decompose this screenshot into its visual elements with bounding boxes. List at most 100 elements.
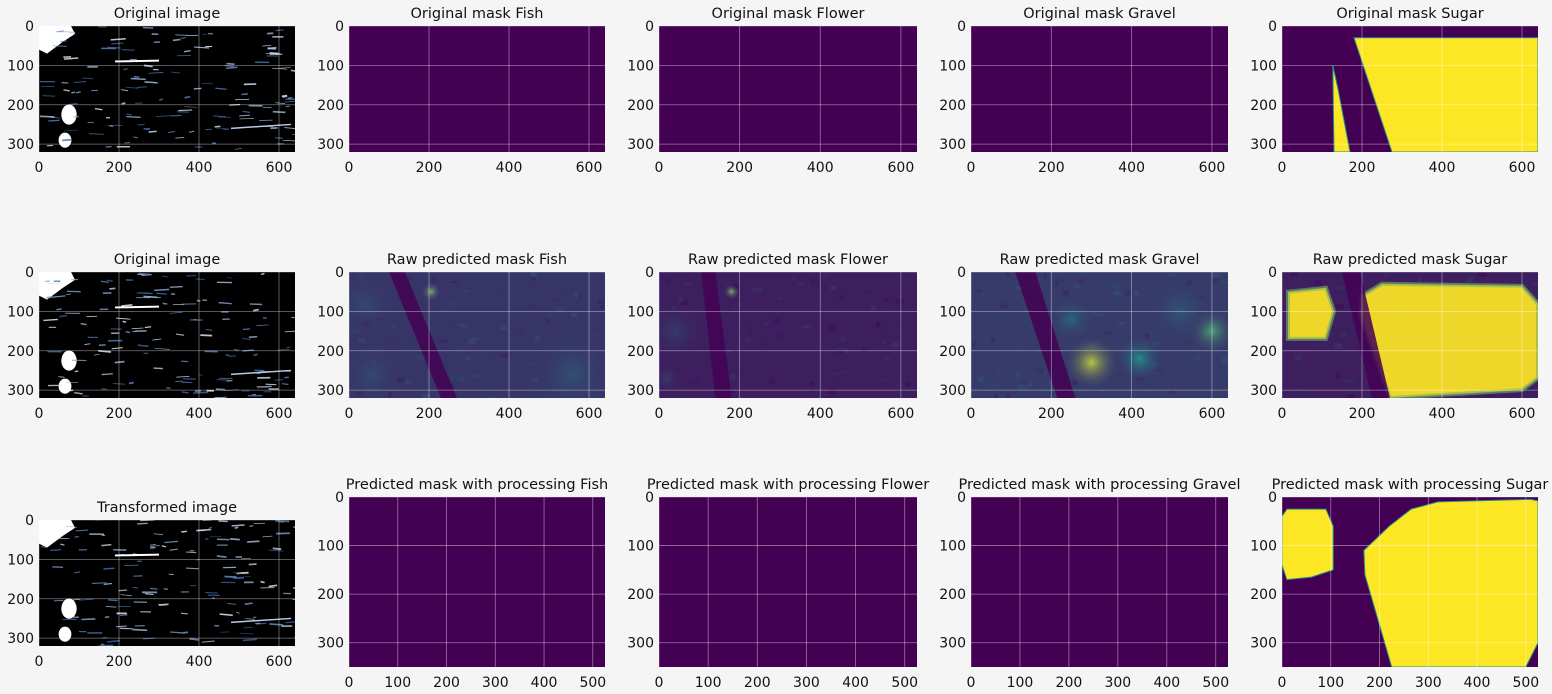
x-tick-label: 400	[186, 654, 213, 670]
heatmap-noise	[729, 374, 738, 380]
cloud-streak	[181, 530, 187, 533]
cloud-streak	[284, 330, 295, 333]
heatmap-noise	[777, 362, 785, 366]
heatmap-noise	[1336, 286, 1345, 291]
subplot-title: Predicted mask with processing Flower	[647, 477, 929, 493]
cloud-streak	[226, 62, 235, 66]
heatmap-noise	[578, 293, 583, 300]
y-tick-label: 0	[25, 265, 34, 281]
subplot-title: Raw predicted mask Gravel	[1000, 252, 1200, 268]
cloud-streak	[230, 369, 292, 376]
plot-area	[659, 26, 917, 152]
subplot-title: Raw predicted mask Sugar	[1313, 252, 1508, 268]
x-tick-label: 500	[891, 675, 918, 691]
x-tick-label: 0	[967, 675, 976, 691]
heatmap-noise	[777, 297, 783, 300]
cloud-streak	[226, 380, 233, 382]
plot-area	[1282, 272, 1538, 398]
cloud-streak	[68, 103, 78, 106]
heatmap-noise	[1340, 332, 1347, 338]
heatmap-noise	[982, 382, 989, 385]
cloud-streak	[142, 637, 156, 640]
x-tick-label: 200	[416, 160, 443, 176]
cloud-streak	[286, 346, 291, 349]
y-tick-label: 200	[317, 98, 344, 114]
cloud-streak	[216, 378, 230, 381]
heatmap-noise	[552, 297, 559, 302]
heatmap-noise	[406, 276, 411, 281]
cloud-streak	[188, 130, 195, 133]
heatmap-noise	[730, 322, 734, 326]
x-tick-label: 400	[1153, 675, 1180, 691]
cloud-streak	[100, 643, 105, 646]
x-tick-label: 200	[726, 406, 753, 422]
plot-area	[1282, 26, 1538, 152]
cloud-streak	[137, 344, 149, 348]
cloud-streak	[62, 389, 73, 393]
heatmap-noise	[500, 325, 507, 331]
y-tick-label: 200	[939, 98, 966, 114]
cloud-streak	[54, 295, 66, 298]
cloud-streak	[149, 543, 156, 546]
heatmap-noise	[451, 310, 457, 314]
cloud-streak	[154, 288, 170, 292]
heatmap-noise	[1006, 392, 1011, 398]
plot-area	[39, 26, 295, 152]
cloud-streak	[237, 576, 251, 578]
cloud-streak	[245, 618, 255, 620]
cloud-streak	[281, 94, 288, 98]
y-tick-label: 100	[317, 58, 344, 74]
cloud-streak	[110, 38, 126, 41]
y-tick-label: 300	[7, 383, 34, 399]
cloud-streak	[249, 525, 254, 527]
cloud-streak	[144, 326, 152, 329]
heatmap-noise	[1101, 389, 1105, 392]
cloud-streak	[63, 89, 70, 92]
heatmap-noise	[433, 328, 443, 334]
cloud-streak	[94, 108, 103, 111]
y-tick-label: 300	[317, 636, 344, 652]
heatmap-noise	[1110, 284, 1117, 289]
cloud-streak	[180, 37, 186, 39]
heatmap-noise	[842, 390, 848, 393]
y-tick-label: 300	[939, 137, 966, 153]
heatmap-noise	[879, 333, 884, 336]
heatmap-noise	[827, 325, 836, 331]
heatmap-noise	[598, 300, 605, 304]
x-tick-label: 400	[186, 406, 213, 422]
x-tick-label: 100	[695, 675, 722, 691]
heatmap-noise	[795, 277, 799, 283]
cloud-streak	[74, 571, 81, 574]
cloud-streak	[275, 29, 284, 31]
cloud-streak	[68, 31, 76, 34]
cloud-streak	[242, 328, 251, 331]
cloud-streak	[226, 277, 233, 279]
heatmap-noise	[905, 382, 910, 387]
heatmap-noise	[810, 279, 820, 286]
cloud-streak	[56, 30, 65, 33]
cloud-streak	[169, 548, 178, 551]
cloud-streak	[40, 545, 47, 549]
cloud-streak	[91, 582, 107, 584]
x-tick-label: 200	[1366, 675, 1393, 691]
cloud-streak	[119, 614, 128, 617]
heatmap-hotspot	[722, 283, 741, 301]
heatmap-noise	[775, 333, 785, 340]
cloud-streak	[230, 537, 240, 541]
heatmap-noise	[440, 339, 448, 343]
heatmap-noise	[1465, 279, 1474, 283]
mask-background	[971, 497, 1228, 667]
heatmap-noise	[589, 283, 597, 287]
heatmap-noise	[426, 379, 430, 383]
cloud-streak	[157, 604, 167, 606]
cloud-streak	[63, 57, 79, 60]
x-tick-label: 600	[576, 406, 603, 422]
heatmap-noise	[742, 324, 748, 330]
cloud-streak	[161, 545, 167, 548]
heatmap-noise	[1018, 383, 1026, 390]
heatmap-noise	[1078, 278, 1086, 283]
y-tick-label: 0	[335, 19, 344, 35]
heatmap-noise	[464, 289, 469, 293]
subplot-title: Predicted mask with processing Fish	[346, 477, 608, 493]
